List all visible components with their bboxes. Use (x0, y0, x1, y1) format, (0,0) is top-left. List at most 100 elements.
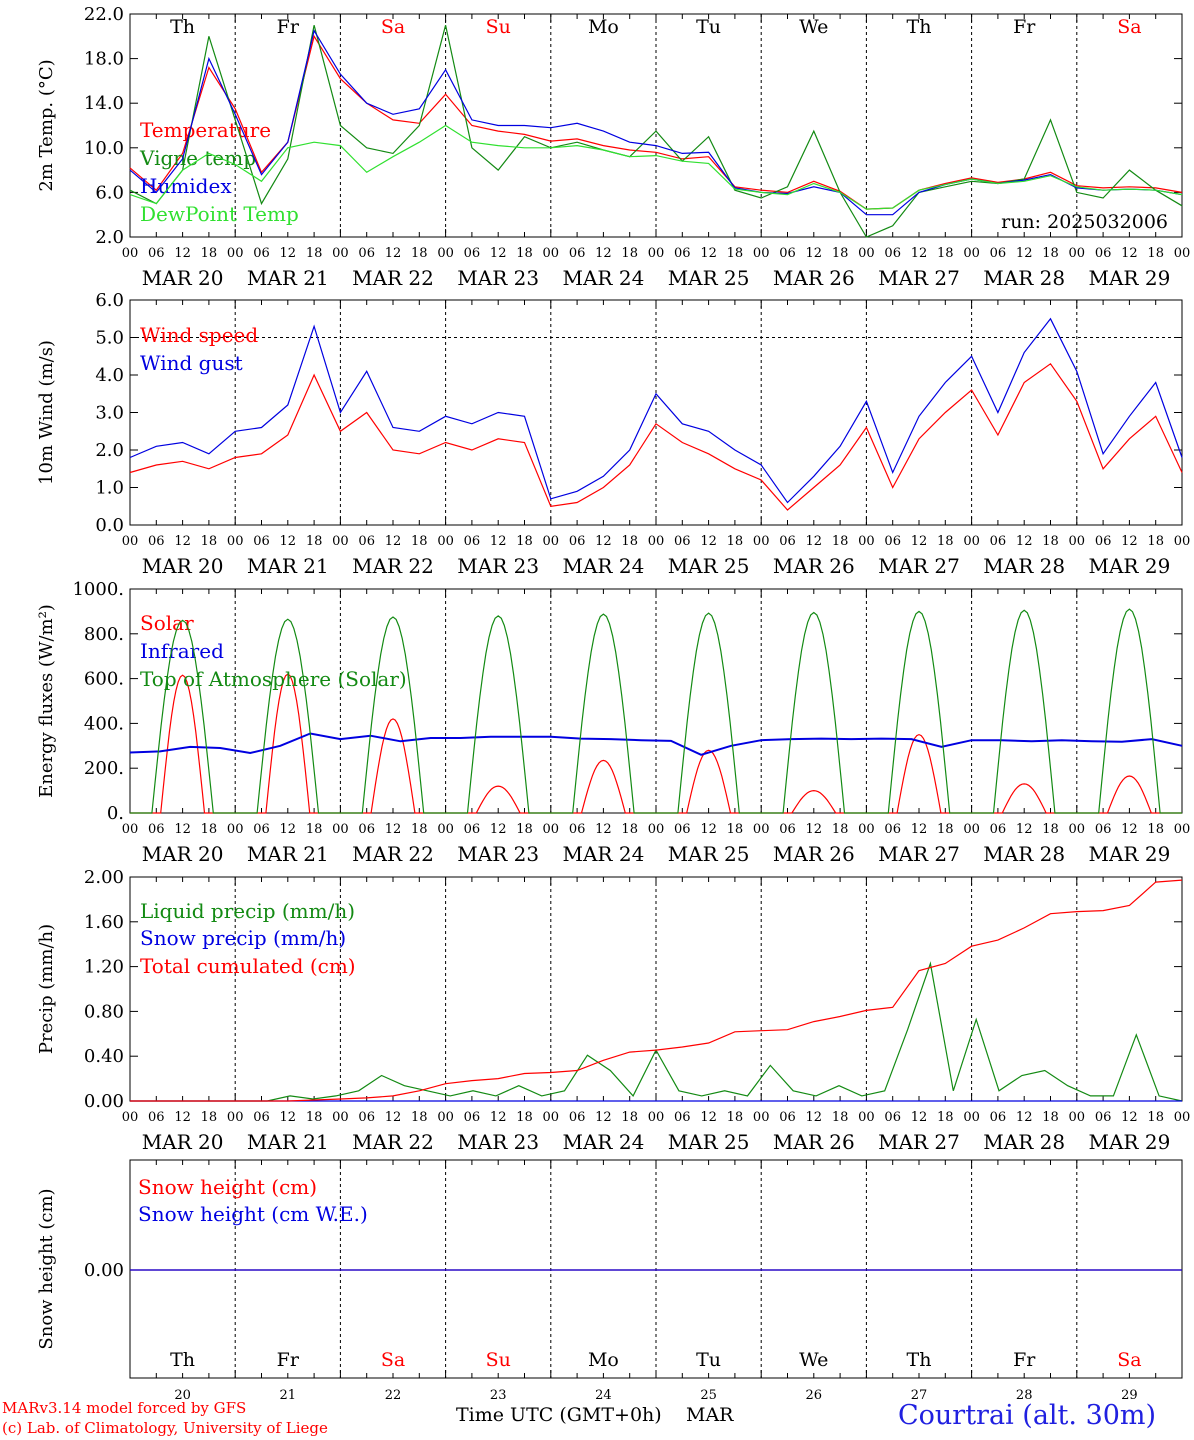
day-name: Th (907, 1349, 932, 1371)
hour-tick-label: 00 (437, 822, 454, 837)
hour-tick-label: 06 (148, 246, 165, 261)
hour-tick-label: 18 (1042, 1110, 1059, 1125)
date-label: MAR 25 (668, 266, 750, 290)
hour-tick-label: 06 (253, 534, 270, 549)
hour-tick-label: 00 (753, 822, 770, 837)
day-name: Mo (588, 16, 619, 38)
day-number: 20 (174, 1388, 191, 1403)
hour-tick-label: 18 (937, 822, 954, 837)
hour-tick-label: 06 (1095, 1110, 1112, 1125)
day-number: 29 (1121, 1388, 1138, 1403)
hour-tick-label: 18 (832, 1110, 849, 1125)
hour-tick-label: 18 (411, 822, 428, 837)
y-tick-label: 600. (84, 669, 124, 690)
hour-tick-label: 12 (490, 822, 507, 837)
y-tick-label: 3.0 (95, 403, 124, 424)
x-axis-label: Time UTC (GMT+0h) (456, 1404, 662, 1426)
hour-tick-label: 00 (122, 246, 139, 261)
date-label: MAR 24 (563, 1130, 645, 1154)
hour-tick-label: 00 (543, 246, 560, 261)
day-name: Fr (277, 1349, 300, 1371)
hour-tick-label: 00 (963, 1110, 980, 1125)
day-number: 28 (1016, 1388, 1033, 1403)
date-label: MAR 24 (563, 554, 645, 578)
date-label: MAR 23 (457, 554, 539, 578)
hour-tick-label: 18 (727, 246, 744, 261)
y-tick-label: 1000. (72, 579, 124, 600)
hour-tick-label: 12 (806, 1110, 823, 1125)
hour-tick-label: 12 (385, 1110, 402, 1125)
date-label: MAR 23 (457, 266, 539, 290)
date-label: MAR 28 (983, 1130, 1065, 1154)
y-tick-label: 2.0 (95, 227, 124, 248)
hour-tick-label: 18 (727, 822, 744, 837)
hour-tick-label: 00 (963, 822, 980, 837)
hour-tick-label: 18 (1147, 822, 1164, 837)
date-label: MAR 27 (878, 554, 960, 578)
hour-tick-label: 12 (595, 246, 612, 261)
hour-tick-label: 18 (411, 246, 428, 261)
hour-tick-label: 00 (648, 822, 665, 837)
legend-entry: Temperature (140, 118, 271, 142)
hour-tick-label: 18 (937, 1110, 954, 1125)
day-name: Sa (1117, 16, 1141, 38)
hour-tick-label: 00 (753, 534, 770, 549)
hour-tick-label: 00 (437, 1110, 454, 1125)
hour-tick-label: 12 (911, 1110, 928, 1125)
hour-tick-label: 06 (779, 1110, 796, 1125)
hour-tick-label: 12 (700, 246, 717, 261)
legend-entry: Infrared (140, 639, 224, 663)
y-tick-label: 4.0 (95, 365, 124, 386)
hour-tick-label: 06 (358, 822, 375, 837)
hour-tick-label: 12 (806, 246, 823, 261)
hour-tick-label: 12 (1121, 246, 1138, 261)
date-label: MAR 21 (247, 1130, 329, 1154)
date-label: MAR 25 (668, 842, 750, 866)
hour-tick-label: 12 (1121, 1110, 1138, 1125)
day-name: Th (170, 16, 195, 38)
hour-tick-label: 06 (569, 246, 586, 261)
hour-tick-label: 06 (674, 534, 691, 549)
hour-tick-label: 06 (148, 534, 165, 549)
hour-tick-label: 18 (516, 1110, 533, 1125)
y-tick-label: 2.0 (95, 440, 124, 461)
hour-tick-label: 00 (858, 534, 875, 549)
date-label: MAR 21 (247, 266, 329, 290)
hour-tick-label: 06 (464, 822, 481, 837)
day-name: Sa (1117, 1349, 1141, 1371)
lab-credit: (c) Lab. of Climatology, University of L… (2, 1419, 328, 1437)
hour-tick-label: 00 (122, 822, 139, 837)
hour-tick-label: 00 (227, 534, 244, 549)
hour-tick-label: 06 (674, 822, 691, 837)
day-number: 27 (911, 1388, 928, 1403)
date-label: MAR 20 (142, 1130, 224, 1154)
day-name: Th (907, 16, 932, 38)
date-label: MAR 20 (142, 266, 224, 290)
hour-tick-label: 00 (437, 534, 454, 549)
day-number: 26 (806, 1388, 823, 1403)
series-line-wind-speed (129, 362, 1183, 511)
hour-tick-label: 00 (1069, 246, 1086, 261)
hour-tick-label: 18 (1042, 246, 1059, 261)
hour-tick-label: 00 (332, 822, 349, 837)
y-tick-label: 1.20 (84, 957, 124, 978)
hour-tick-label: 06 (358, 534, 375, 549)
hour-tick-label: 12 (490, 534, 507, 549)
hour-tick-label: 06 (464, 534, 481, 549)
hour-tick-label: 12 (806, 534, 823, 549)
date-label: MAR 29 (1089, 1130, 1171, 1154)
hour-tick-label: 06 (779, 534, 796, 549)
hour-tick-label: 18 (832, 246, 849, 261)
hour-tick-label: 00 (858, 822, 875, 837)
y-axis-title: Precip (mm/h) (36, 924, 57, 1054)
hour-tick-label: 00 (963, 246, 980, 261)
series-line-dewpoint-temp (129, 124, 1183, 210)
hour-tick-label: 12 (1016, 822, 1033, 837)
day-number: 21 (280, 1388, 297, 1403)
hour-tick-label: 12 (595, 1110, 612, 1125)
day-number: 25 (700, 1388, 717, 1403)
day-name: Th (170, 1349, 195, 1371)
hour-tick-label: 18 (201, 246, 218, 261)
hour-tick-label: 12 (280, 822, 297, 837)
hour-tick-label: 06 (569, 822, 586, 837)
